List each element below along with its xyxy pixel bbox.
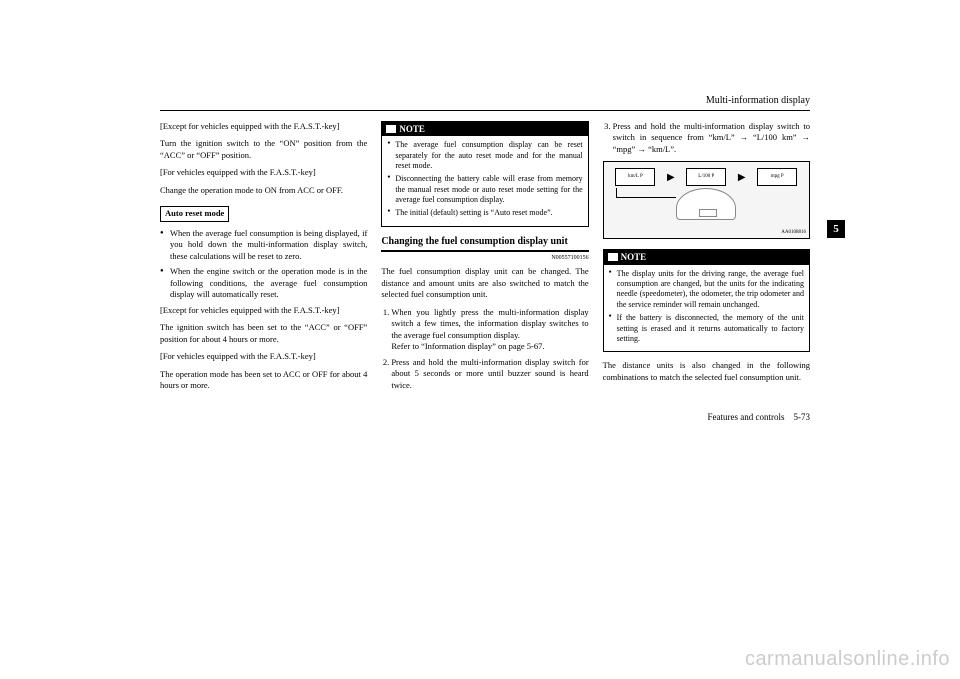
bullet-list: When the average fuel consumption is bei…: [160, 228, 367, 301]
book-icon: [608, 253, 618, 261]
paragraph: Turn the ignition switch to the “ON” pos…: [160, 138, 367, 161]
manual-page: Multi-information display 5 [Except for …: [160, 110, 810, 397]
mode-label: Auto reset mode: [160, 206, 229, 221]
paragraph: The distance units is also changed in th…: [603, 360, 810, 383]
fig-unit: mpg P: [757, 168, 797, 186]
note-item: If the battery is disconnected, the memo…: [609, 313, 804, 344]
watermark: carmanualsonline.info: [745, 648, 950, 671]
list-text: When you lightly press the multi-informa…: [391, 307, 588, 340]
note-box: NOTE The display units for the driving r…: [603, 249, 810, 352]
page-footer: Features and controls 5-73: [708, 412, 810, 422]
note-item: The average fuel consumption display can…: [387, 140, 582, 171]
list-item: When the engine switch or the operation …: [160, 266, 367, 300]
figure-code: AA0108816: [781, 230, 806, 237]
footer-section: Features and controls: [708, 412, 785, 422]
paragraph: [Except for vehicles equipped with the F…: [160, 305, 367, 316]
column-3: Press and hold the multi-information dis…: [603, 121, 810, 397]
footer-page: 5-73: [794, 412, 811, 422]
section-heading: Changing the fuel consumption display un…: [381, 235, 588, 253]
unit-sequence-figure: km/L P ▶ L/100 P ▶ mpg P AA0108816: [603, 161, 810, 239]
fig-unit: km/L P: [615, 168, 655, 186]
fig-unit: L/100 P: [686, 168, 726, 186]
list-text: Refer to “Information display” on page 5…: [391, 341, 544, 351]
content-columns: [Except for vehicles equipped with the F…: [160, 121, 810, 397]
paragraph: [For vehicles equipped with the F.A.S.T.…: [160, 167, 367, 178]
header-rule: [160, 110, 810, 111]
note-title: NOTE: [382, 122, 587, 136]
gauge-icon: [676, 188, 736, 220]
paragraph: Change the operation mode to ON from ACC…: [160, 185, 367, 196]
list-item: Press and hold the multi-information dis…: [613, 121, 810, 155]
list-item: When the average fuel consumption is bei…: [160, 228, 367, 262]
note-item: Disconnecting the battery cable will era…: [387, 174, 582, 205]
list-item: When you lightly press the multi-informa…: [391, 307, 588, 353]
ordered-list: When you lightly press the multi-informa…: [381, 307, 588, 391]
note-body: The display units for the driving range,…: [604, 265, 809, 352]
paragraph: The fuel consumption display unit can be…: [381, 266, 588, 300]
figure-row: km/L P ▶ L/100 P ▶ mpg P: [604, 162, 809, 186]
arrow-right-icon: ▶: [738, 171, 746, 185]
paragraph: The ignition switch has been set to the …: [160, 322, 367, 345]
paragraph: [Except for vehicles equipped with the F…: [160, 121, 367, 132]
note-body: The average fuel consumption display can…: [382, 136, 587, 226]
list-item: Press and hold the multi-information dis…: [391, 357, 588, 391]
ref-code: N00557100156: [381, 254, 588, 262]
column-2: NOTE The average fuel consumption displa…: [381, 121, 588, 397]
note-box: NOTE The average fuel consumption displa…: [381, 121, 588, 227]
note-item: The initial (default) setting is “Auto r…: [387, 208, 582, 218]
note-title: NOTE: [604, 250, 809, 264]
note-item: The display units for the driving range,…: [609, 269, 804, 311]
column-1: [Except for vehicles equipped with the F…: [160, 121, 367, 397]
arrow-right-icon: ▶: [667, 171, 675, 185]
note-title-text: NOTE: [399, 123, 425, 135]
chapter-tab: 5: [827, 220, 845, 238]
paragraph: The operation mode has been set to ACC o…: [160, 369, 367, 392]
page-header: Multi-information display: [706, 95, 810, 106]
note-title-text: NOTE: [621, 251, 647, 263]
loop-arrow-icon: [616, 188, 676, 198]
paragraph: [For vehicles equipped with the F.A.S.T.…: [160, 351, 367, 362]
ordered-list: Press and hold the multi-information dis…: [603, 121, 810, 155]
book-icon: [386, 125, 396, 133]
